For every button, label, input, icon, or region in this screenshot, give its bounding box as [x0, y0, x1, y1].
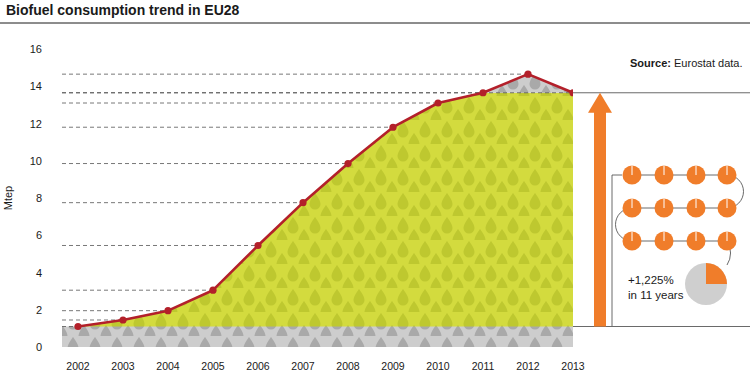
area-top [78, 74, 573, 93]
y-tick-label: 16 [30, 43, 42, 55]
icon-tick [727, 166, 728, 176]
level-line [62, 290, 213, 291]
level-line [62, 103, 438, 104]
icon-pie-slice [706, 263, 727, 284]
title-rule [0, 23, 750, 24]
y-tick-label: 2 [36, 304, 42, 316]
x-tick-label: 2003 [111, 360, 135, 372]
icon-circle [655, 166, 674, 185]
y-tick-label: 8 [36, 192, 42, 204]
icon-circle [687, 199, 706, 218]
x-tick-label: 2008 [336, 360, 360, 372]
point [164, 307, 171, 314]
point [254, 242, 261, 249]
level-line [62, 127, 393, 128]
y-tick-label: 6 [36, 229, 42, 241]
y-tick-label: 14 [30, 80, 42, 92]
level-line [62, 74, 528, 75]
icon-tick [632, 232, 633, 242]
icon-pie [685, 263, 727, 305]
source-lead: Source: [630, 57, 671, 69]
icon-circle [687, 166, 706, 185]
x-tick-label: 2011 [472, 360, 495, 372]
y-axis-label: Mtep [2, 186, 14, 210]
point [119, 316, 126, 323]
x-tick-label: 2007 [291, 360, 315, 372]
icon-circle [655, 199, 674, 218]
area-peak [78, 74, 573, 93]
level-line [62, 245, 258, 246]
icon-tick [696, 199, 697, 209]
icon-tick [696, 232, 697, 242]
point [209, 287, 216, 294]
icon-circle [623, 232, 642, 251]
annotation: +1,225% [628, 274, 674, 286]
icon-tick [632, 199, 633, 209]
point [569, 89, 573, 96]
x-tick-label: 2012 [516, 360, 540, 372]
point [434, 99, 441, 106]
icon-tick [696, 166, 697, 176]
y-tick-label: 4 [36, 267, 42, 279]
end-level-line [573, 92, 750, 93]
x-tick-label: 2006 [246, 360, 270, 372]
plot-area [62, 71, 573, 347]
icon-tick [664, 166, 665, 176]
connector [612, 175, 622, 176]
level-line [62, 310, 168, 311]
icon-circle [718, 166, 737, 185]
point [389, 124, 396, 131]
point [299, 199, 306, 206]
icon-circle [623, 199, 642, 218]
x-tick-label: 2004 [156, 360, 180, 372]
level-line [62, 163, 348, 164]
y-tick-label: 10 [30, 155, 42, 167]
level-line [62, 202, 303, 203]
baseline-band [62, 327, 573, 347]
icon-circle [687, 232, 706, 251]
annotation: in 11 years [628, 289, 684, 301]
icon-tick [632, 166, 633, 176]
x-tick-label: 2009 [381, 360, 405, 372]
area [78, 93, 573, 347]
chart: Biofuel consumption trend in EU28 Mtep 0 2 4… [0, 0, 750, 392]
point [479, 89, 486, 96]
y-tick-label: 0 [36, 341, 42, 353]
icon-tick [664, 199, 665, 209]
icon-tick [664, 232, 665, 242]
point [74, 323, 81, 330]
source-rest: Eurostat data. [671, 57, 743, 69]
x-tick-label: 2010 [426, 360, 450, 372]
point [344, 160, 351, 167]
icon-tick [727, 232, 728, 242]
title: Biofuel consumption trend in EU28 [6, 2, 240, 18]
icon-circle [718, 232, 737, 251]
point [524, 71, 531, 78]
x-tick-label: 2013 [561, 360, 585, 372]
icon-tick [727, 199, 728, 209]
level-line [62, 92, 573, 93]
icon-circle [718, 199, 737, 218]
growth-arrow [588, 93, 612, 327]
connector [612, 175, 613, 326]
area-main [78, 93, 573, 347]
line [78, 74, 573, 326]
source: Source: Eurostat data. [630, 57, 743, 69]
x-tick-label: 2002 [66, 360, 90, 372]
icon-path [616, 175, 744, 265]
icon-circle [623, 166, 642, 185]
x-tick-label: 2005 [201, 360, 225, 372]
icon-circle [655, 232, 674, 251]
y-tick-label: 12 [30, 118, 42, 130]
